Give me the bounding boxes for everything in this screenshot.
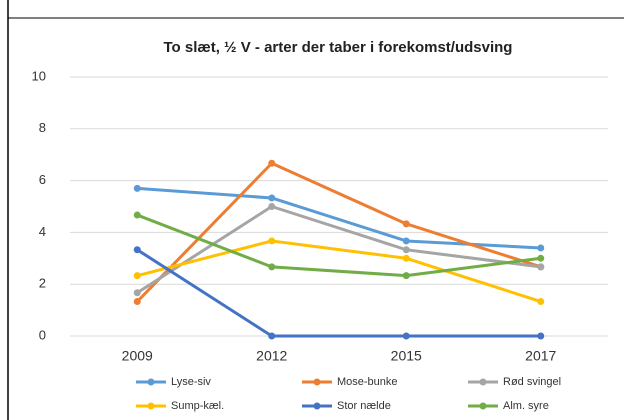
legend-marker xyxy=(479,402,487,410)
data-point xyxy=(133,289,141,297)
legend-label: Rød svingel xyxy=(503,376,561,388)
data-point xyxy=(402,220,410,228)
series-line xyxy=(136,248,541,338)
series-line xyxy=(136,205,541,295)
x-tick-label: 2012 xyxy=(256,348,287,364)
y-tick-label: 2 xyxy=(39,276,46,291)
data-point xyxy=(537,298,545,306)
x-tick-label: 2015 xyxy=(391,348,422,364)
series-line xyxy=(136,213,541,278)
series-line xyxy=(136,161,542,303)
data-point xyxy=(268,332,276,340)
data-point xyxy=(133,184,141,192)
legend-marker xyxy=(479,378,487,386)
data-point xyxy=(268,159,276,167)
y-tick-label: 4 xyxy=(39,224,46,239)
data-point xyxy=(133,272,141,280)
x-tick-label: 2017 xyxy=(525,348,556,364)
data-point xyxy=(537,254,545,262)
data-point xyxy=(402,332,410,340)
legend-label: Lyse-siv xyxy=(171,376,211,388)
data-point xyxy=(402,254,410,262)
data-point xyxy=(268,203,276,210)
data-point xyxy=(537,263,545,271)
data-point xyxy=(402,246,410,254)
data-point xyxy=(268,263,276,271)
data-point xyxy=(537,244,545,252)
y-tick-label: 10 xyxy=(32,68,46,83)
data-point xyxy=(268,237,276,245)
chart-title: To slæt, ½ V - arter der taber i forekom… xyxy=(164,39,513,56)
legend-label: Sump-kæl. xyxy=(171,400,224,412)
legend-label: Alm. syre xyxy=(503,400,549,412)
legend-marker xyxy=(313,378,321,386)
data-point xyxy=(402,272,410,280)
data-point xyxy=(133,298,141,306)
data-point xyxy=(133,246,141,254)
data-point xyxy=(268,194,276,202)
legend-label: Stor nælde xyxy=(337,400,391,412)
x-tick-label: 2009 xyxy=(122,348,153,364)
data-point xyxy=(133,211,141,219)
y-tick-label: 0 xyxy=(39,327,46,342)
y-tick-label: 8 xyxy=(39,120,46,135)
series-line xyxy=(136,239,542,303)
data-point xyxy=(537,332,545,340)
legend-marker xyxy=(147,402,155,410)
legend-marker xyxy=(147,378,155,386)
legend-marker xyxy=(313,402,321,410)
data-point xyxy=(402,237,410,245)
legend-label: Mose-bunke xyxy=(337,376,398,388)
y-tick-label: 6 xyxy=(39,172,46,187)
